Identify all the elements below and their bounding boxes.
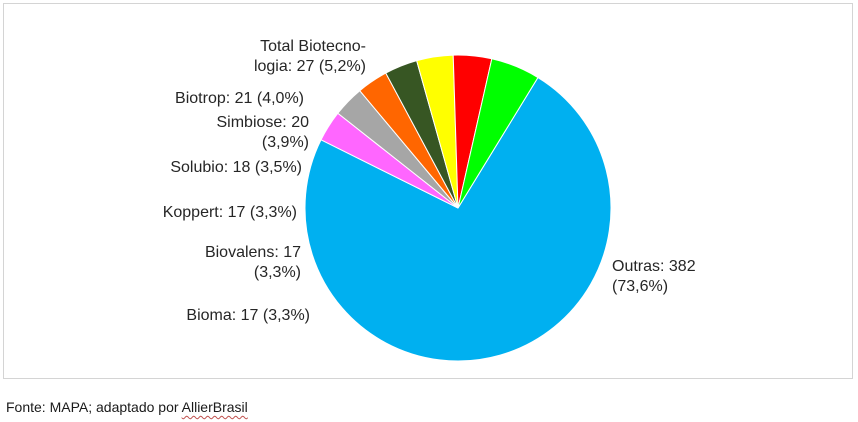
source-prefix: Fonte: MAPA; adaptado por	[6, 399, 182, 415]
slice-label-line: Solubio: 18 (3,5%)	[170, 159, 302, 176]
slice-label-line: Bioma: 17 (3,3%)	[186, 307, 310, 324]
slice-label-biotrop: Biotrop: 21 (4,0%)	[175, 90, 304, 107]
pie-labels: Outras: 382 (73,6%) Bioma: 17 (3,3%) Bioval…	[163, 38, 696, 324]
slice-label-biovalens: Biovalens: 17 (3,3%)	[205, 244, 301, 281]
slice-label-line: (73,6%)	[612, 278, 668, 295]
slice-label-line: Outras: 382	[612, 258, 696, 275]
slice-label-line: logia: 27 (5,2%)	[254, 58, 366, 75]
slice-label-koppert: Koppert: 17 (3,3%)	[163, 204, 297, 221]
pie-slices	[304, 54, 612, 362]
slice-label-line: Total Biotecno-	[260, 38, 366, 55]
slice-label-solubio: Solubio: 18 (3,5%)	[170, 159, 302, 176]
chart-frame: Outras: 382 (73,6%) Bioma: 17 (3,3%) Bioval…	[3, 3, 853, 379]
slice-label-line: Biotrop: 21 (4,0%)	[175, 90, 304, 107]
pie-slice-total-biotecnologia	[457, 58, 539, 209]
source-note: Fonte: MAPA; adaptado por AllierBrasil	[6, 399, 248, 415]
slice-label-line: Koppert: 17 (3,3%)	[163, 204, 297, 221]
source-name: AllierBrasil	[181, 399, 248, 415]
slice-label-bioma: Bioma: 17 (3,3%)	[186, 307, 310, 324]
slice-label-line: Simbiose: 20	[217, 114, 310, 131]
slice-label-line: Biovalens: 17	[205, 244, 301, 261]
pie-chart: Outras: 382 (73,6%) Bioma: 17 (3,3%) Bioval…	[163, 38, 696, 362]
slice-label-line: (3,3%)	[254, 264, 301, 281]
slice-label-outras: Outras: 382 (73,6%)	[612, 258, 696, 295]
slice-label-simbiose: Simbiose: 20 (3,9%)	[217, 114, 310, 151]
slice-label-total-biotecnologia: Total Biotecno-logia: 27 (5,2%)	[254, 38, 366, 75]
slice-label-line: (3,9%)	[262, 134, 309, 151]
pie-slice-outras	[304, 76, 612, 362]
